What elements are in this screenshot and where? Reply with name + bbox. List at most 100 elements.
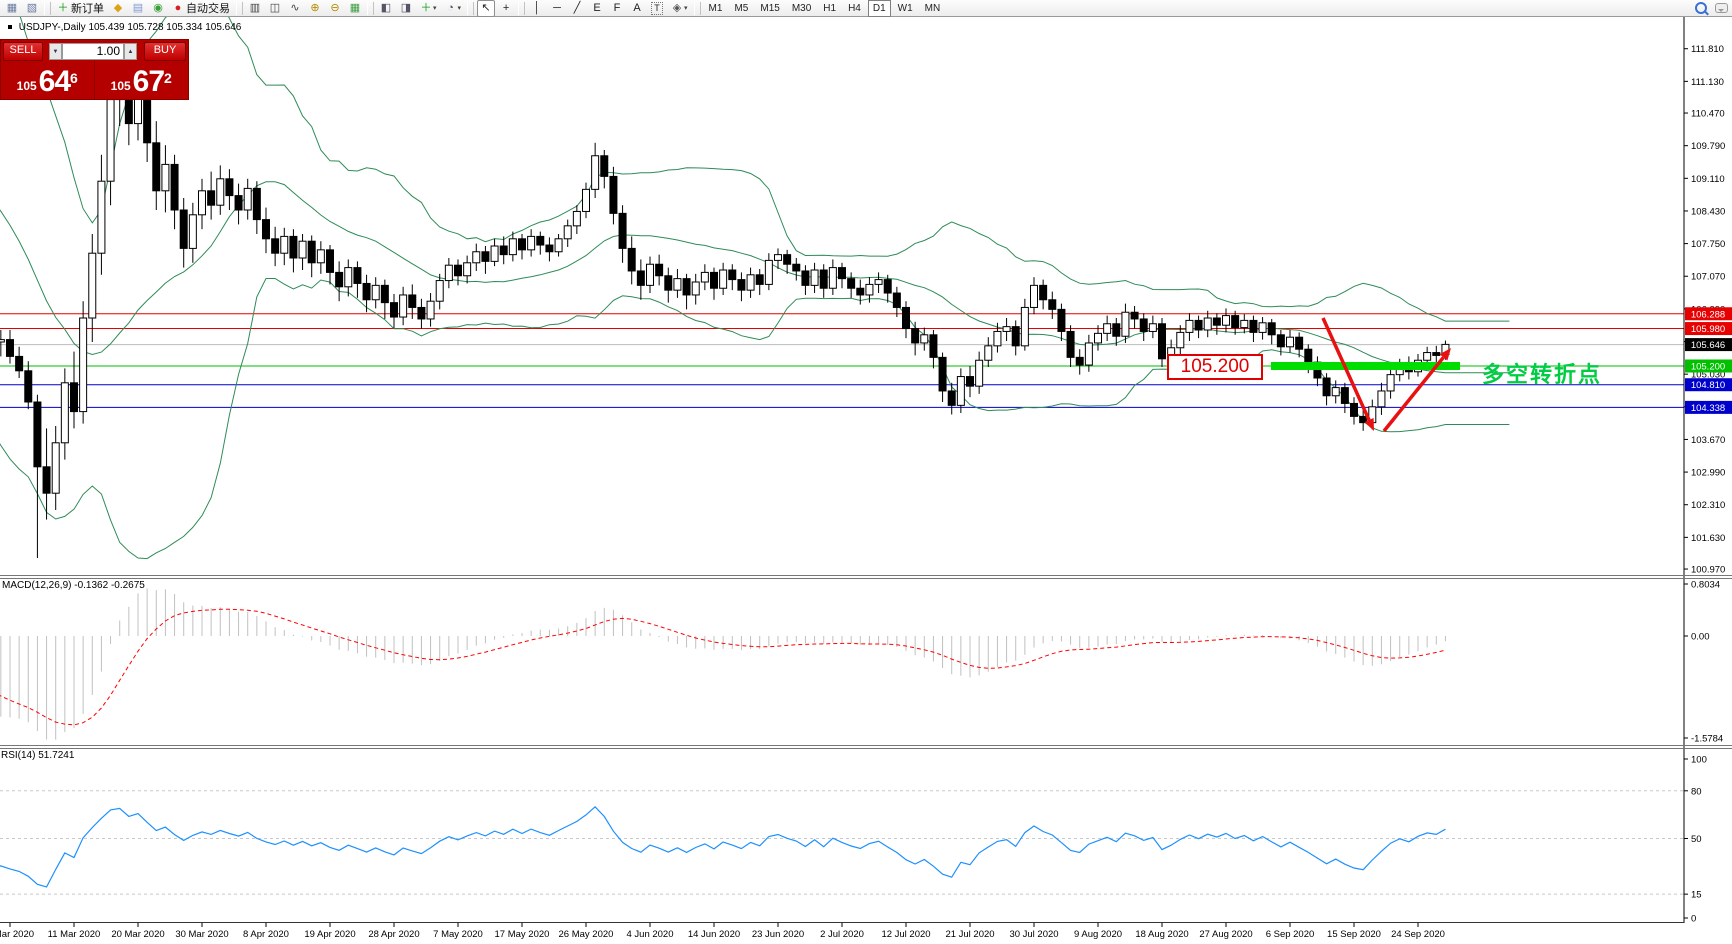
- publisher-icon[interactable]: ▤: [129, 0, 147, 17]
- period-icon[interactable]: ◔ ▾: [442, 0, 465, 17]
- tile-windows-icon[interactable]: ▦: [346, 0, 364, 17]
- sell-button[interactable]: SELL: [3, 42, 43, 61]
- timeframe-button-M5[interactable]: M5: [734, 2, 749, 14]
- signals-icon[interactable]: ◉: [149, 0, 167, 17]
- svg-text:2 Jul 2020: 2 Jul 2020: [820, 929, 864, 940]
- svg-text:106.288: 106.288: [1691, 309, 1725, 320]
- horizontal-level-lines[interactable]: [0, 313, 1684, 408]
- text-label-icon[interactable]: T: [648, 0, 666, 17]
- indicator-window-2-icon[interactable]: ◨: [397, 0, 415, 17]
- cursor-icon: ↖: [481, 1, 491, 14]
- volume-decrease-button[interactable]: ▼: [49, 43, 62, 60]
- volume-input[interactable]: 1.00: [62, 43, 124, 60]
- one-click-trading-panel: SELL ▼ 1.00 ▲ BUY 105 64 6 105 67 2: [0, 39, 189, 100]
- svg-text:-1.5784: -1.5784: [1691, 734, 1723, 745]
- vertical-line-icon: │: [533, 1, 541, 14]
- channel-icon[interactable]: F: [608, 0, 626, 17]
- svg-text:7 May 2020: 7 May 2020: [433, 929, 483, 940]
- svg-text:104.338: 104.338: [1691, 403, 1725, 414]
- svg-text:0.00: 0.00: [1691, 632, 1710, 643]
- svg-text:109.790: 109.790: [1691, 141, 1725, 152]
- toolbar-separator: [367, 1, 374, 15]
- vertical-line-icon[interactable]: │: [528, 0, 546, 17]
- timeframe-button-MN[interactable]: MN: [924, 2, 941, 14]
- zoom-in-icon[interactable]: ⊕: [306, 0, 324, 17]
- chart-title: USDJPY-,Daily 105.439 105.728 105.334 10…: [8, 22, 241, 33]
- new-order-button[interactable]: ＋新订单: [54, 0, 107, 17]
- svg-text:9 Aug 2020: 9 Aug 2020: [1074, 929, 1122, 940]
- buy-button[interactable]: BUY: [144, 42, 186, 61]
- horizontal-line-icon[interactable]: ─: [548, 0, 566, 17]
- svg-text:18 Aug 2020: 18 Aug 2020: [1135, 929, 1188, 940]
- trendline-icon[interactable]: ╱: [568, 0, 586, 17]
- timeframe-button-M1[interactable]: M1: [708, 2, 723, 14]
- crosshair-icon[interactable]: +: [497, 0, 515, 17]
- svg-text:0.8034: 0.8034: [1691, 580, 1720, 591]
- chart-window-icon[interactable]: ▦: [3, 0, 21, 17]
- svg-text:100.970: 100.970: [1691, 565, 1725, 576]
- bar-chart-type-icon[interactable]: ▥: [246, 0, 264, 17]
- sell-price-prefix: 105: [16, 79, 37, 93]
- fibonacci-icon: E: [593, 1, 601, 14]
- shapes-icon[interactable]: ◈ ▾: [668, 0, 691, 17]
- turning-point-note[interactable]: 多空转折点: [1482, 362, 1603, 387]
- new-order-label: 新订单: [71, 3, 104, 15]
- chat-icon[interactable]: [1715, 3, 1728, 13]
- red-arrow-down[interactable]: [1321, 317, 1374, 431]
- rsi-pane: 100 80 50 15 0: [0, 755, 1707, 925]
- fibonacci-icon[interactable]: E: [588, 0, 606, 17]
- search-icon[interactable]: [1695, 2, 1707, 14]
- dropdown-caret-icon[interactable]: ▾: [684, 5, 688, 12]
- auto-trading-button[interactable]: ● 自动交易: [169, 0, 233, 17]
- macd-pane: 0.8034 0.00 -1.5784: [0, 580, 1723, 745]
- add-indicator-icon: ＋: [420, 1, 432, 14]
- indicator-window-icon[interactable]: ◧: [377, 0, 395, 17]
- svg-text:2 Mar 2020: 2 Mar 2020: [0, 929, 34, 940]
- support-bar-annotation[interactable]: [1271, 362, 1460, 370]
- svg-text:0: 0: [1691, 914, 1696, 925]
- timeframe-button-H4[interactable]: H4: [848, 2, 861, 14]
- gold-icon[interactable]: ◆: [109, 0, 127, 17]
- svg-text:111.130: 111.130: [1691, 77, 1724, 88]
- svg-text:105.030: 105.030: [1691, 370, 1725, 381]
- svg-text:20 Mar 2020: 20 Mar 2020: [111, 929, 164, 940]
- indicator-window-icon: ◧: [380, 1, 392, 14]
- timeframe-button-W1[interactable]: W1: [897, 2, 913, 14]
- svg-text:105.646: 105.646: [1691, 340, 1725, 351]
- svg-text:109.110: 109.110: [1691, 174, 1725, 185]
- line-chart-type-icon[interactable]: ∿: [286, 0, 304, 17]
- toolbar: ▦ ▧ ＋新订单 ◆ ▤ ◉ ● 自动交易 ▥ ◫ ∿ ⊕ ⊖ ▦ ◧ ◨ ＋ ▾ ◔ ▾ ↖ + │ ─ ╱ E F A T ◈ ▾ M1 M…: [0, 0, 1732, 17]
- svg-text:11 Mar 2020: 11 Mar 2020: [48, 929, 101, 940]
- volume-increase-button[interactable]: ▲: [124, 43, 137, 60]
- timeframe-button-M30[interactable]: M30: [791, 2, 812, 14]
- text-icon[interactable]: A: [628, 0, 646, 17]
- pane-separators[interactable]: [0, 575, 1732, 923]
- svg-text:105.980: 105.980: [1691, 324, 1725, 335]
- svg-text:6 Sep 2020: 6 Sep 2020: [1266, 929, 1315, 940]
- price-level-annotation[interactable]: 105.200: [1167, 354, 1263, 380]
- candlestick-type-icon[interactable]: ◫: [266, 0, 284, 17]
- svg-text:26 May 2020: 26 May 2020: [559, 929, 614, 940]
- one-click-toggle-icon[interactable]: [8, 25, 12, 30]
- svg-text:30 Jul 2020: 30 Jul 2020: [1009, 929, 1058, 940]
- add-indicator-icon[interactable]: ＋ ▾: [417, 0, 440, 17]
- timeframe-button-D1[interactable]: D1: [867, 0, 891, 17]
- svg-text:110.470: 110.470: [1691, 109, 1725, 120]
- dropdown-caret-icon[interactable]: ▾: [433, 5, 437, 12]
- sell-price[interactable]: 105 64 6: [1, 61, 95, 99]
- timeframe-button-H1[interactable]: H1: [823, 2, 837, 14]
- profiles-icon[interactable]: ▧: [23, 0, 41, 17]
- dropdown-caret-icon[interactable]: ▾: [457, 5, 462, 12]
- candlestick-type-icon: ◫: [269, 1, 281, 14]
- chart-window-icon: ▦: [6, 1, 18, 14]
- cursor-icon[interactable]: ↖: [477, 0, 496, 17]
- auto-trading-label: 自动交易: [186, 3, 230, 15]
- red-arrow-up[interactable]: [1382, 348, 1451, 433]
- indicator-window-2-icon: ◨: [400, 1, 412, 14]
- trade-panel-prices: 105 64 6 105 67 2: [1, 61, 188, 99]
- buy-price[interactable]: 105 67 2: [95, 61, 189, 99]
- timeframe-button-M15[interactable]: M15: [760, 2, 780, 14]
- svg-text:4 Jun 2020: 4 Jun 2020: [626, 929, 673, 940]
- zoom-out-icon[interactable]: ⊖: [326, 0, 344, 17]
- chart-title-ohlc: 105.439 105.728 105.334 105.646: [88, 22, 242, 33]
